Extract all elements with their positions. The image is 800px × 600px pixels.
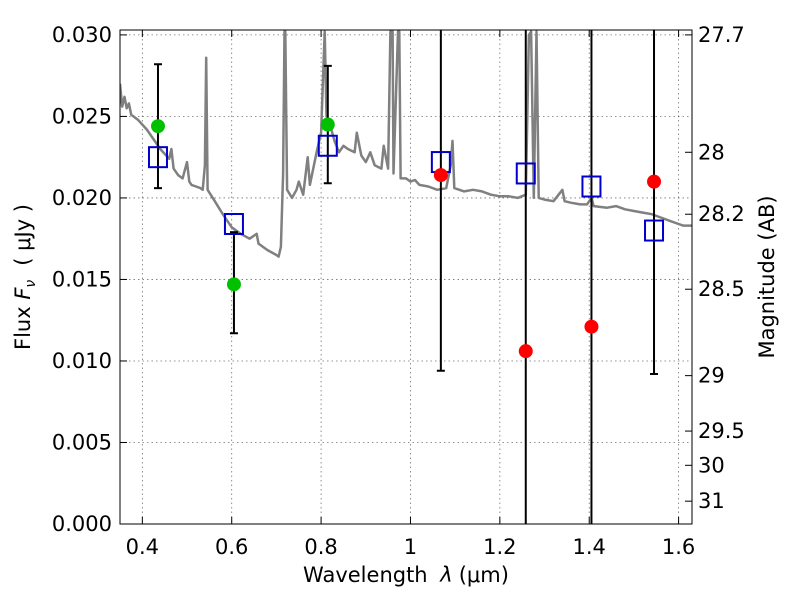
x-tick-label: 1 [404, 535, 417, 559]
x-tick-label: 1.2 [483, 535, 516, 559]
observed-flux-point [320, 117, 335, 132]
observed-flux-point [433, 168, 448, 183]
model-photometry-square [147, 146, 168, 169]
y2-tick-label: 27.7 [698, 23, 745, 47]
plot-area [120, 30, 692, 524]
x-tick-label: 1.4 [573, 535, 606, 559]
observed-flux-point [584, 319, 599, 334]
x-tick-label: 0.4 [126, 535, 159, 559]
model-photometry-square [223, 213, 244, 236]
y2-axis-label: Magnitude (AB) [755, 195, 779, 358]
x-axis-label: Wavelength λ (μm) [303, 563, 509, 587]
observed-flux-point [226, 277, 241, 292]
observed-flux-point [647, 174, 662, 189]
y2-tick-label: 28.2 [698, 202, 745, 226]
y2-tick-label: 31 [698, 489, 725, 513]
axis-ticks: 0.4 0.6 0.8 1 1.2 1.4 1.6 0.000 0.005 0.010 0.015 0… [52, 23, 745, 559]
model-photometry-square [581, 175, 602, 198]
y2-tick-label: 29 [698, 364, 725, 388]
y-tick-label: 0.020 [52, 186, 112, 210]
y2-tick-label: 30 [698, 453, 725, 477]
x-tick-label: 0.6 [215, 535, 248, 559]
y-axis-label: Flux Fν( μJy ) [11, 204, 39, 350]
y-tick-label: 0.005 [52, 430, 112, 454]
x-tick-label: 0.8 [304, 535, 337, 559]
y2-tick-label: 28.5 [698, 277, 745, 301]
x-tick-label: 1.6 [662, 535, 695, 559]
y-tick-label: 0.030 [52, 23, 112, 47]
model-photometry-square [317, 134, 338, 157]
plot-series [120, 30, 692, 524]
y-tick-label: 0.015 [52, 267, 112, 291]
observed-flux-point [518, 344, 533, 359]
plot-frame [119, 29, 693, 525]
model-photometry-square [644, 219, 665, 242]
model-photometry-square [515, 162, 536, 185]
y2-tick-label: 29.5 [698, 419, 745, 443]
y-tick-label: 0.010 [52, 349, 112, 373]
y-tick-label: 0.000 [52, 512, 112, 536]
y2-tick-label: 28 [698, 140, 725, 164]
y-tick-label: 0.025 [52, 104, 112, 128]
observed-flux-point [150, 119, 165, 134]
model-spectrum-line [120, 30, 692, 258]
